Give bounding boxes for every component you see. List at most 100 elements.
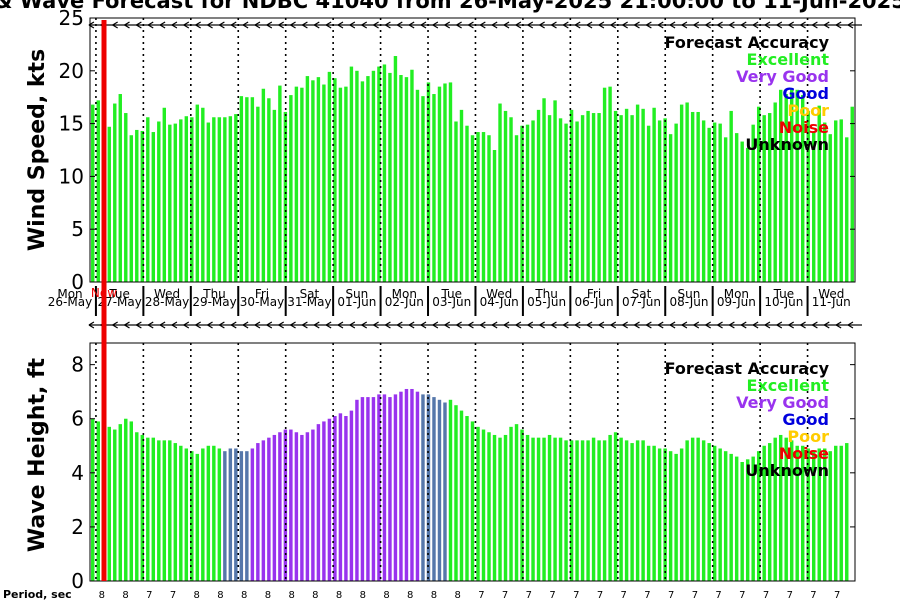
wind-arrow bbox=[278, 321, 293, 329]
period-value: 7 bbox=[597, 590, 603, 600]
wind-arrow bbox=[266, 321, 281, 329]
wind-arrow bbox=[361, 321, 376, 329]
wind-arrow bbox=[491, 321, 507, 329]
wind-arrow bbox=[847, 21, 862, 29]
wind-speed-bar bbox=[289, 95, 293, 282]
wave-height-bar bbox=[410, 388, 414, 581]
wind-speed-bar bbox=[349, 66, 354, 282]
wave-height-bar bbox=[514, 424, 519, 581]
period-value: 7 bbox=[715, 590, 721, 600]
wave-height-bar bbox=[96, 421, 100, 581]
wave-height-bar bbox=[454, 405, 458, 581]
wind-arrow bbox=[88, 21, 103, 29]
period-value: 7 bbox=[834, 590, 840, 600]
period-value: 7 bbox=[810, 590, 816, 600]
wind-arrow bbox=[776, 321, 791, 329]
wind-arrow bbox=[669, 21, 685, 29]
wind-speed-bar bbox=[767, 113, 772, 282]
day-date: 30-May bbox=[240, 295, 284, 309]
wind-speed-bar bbox=[344, 86, 348, 282]
day-of-week: Fri bbox=[255, 287, 269, 301]
day-date: 05-Jun bbox=[527, 295, 566, 309]
wave-height-bar bbox=[597, 440, 601, 581]
wind-speed-bar bbox=[685, 102, 689, 282]
wind-speed-bar bbox=[707, 127, 711, 282]
wind-arrow bbox=[812, 21, 827, 29]
day-of-week: Tue bbox=[440, 287, 462, 301]
wind-speed-bar bbox=[377, 66, 381, 282]
wind-speed-bar bbox=[503, 110, 508, 283]
wave-height-bar bbox=[801, 445, 805, 581]
day-date: 09-Jun bbox=[717, 295, 756, 309]
day-date: 06-Jun bbox=[575, 295, 614, 309]
wind-speed-bar bbox=[850, 106, 854, 282]
wind-speed-bar bbox=[812, 132, 816, 282]
wind-speed-bar bbox=[756, 106, 761, 282]
wave-height-bar bbox=[542, 437, 546, 581]
wind-speed-bar bbox=[135, 129, 139, 282]
wind-speed-bar bbox=[762, 115, 766, 283]
legend-entry: Very Good bbox=[736, 67, 829, 86]
wind-arrow bbox=[456, 21, 471, 29]
wind-speed-bar bbox=[635, 104, 640, 282]
wind-arrow bbox=[195, 321, 210, 329]
wind-speed-bar bbox=[591, 113, 596, 282]
wind-arrow bbox=[610, 321, 625, 329]
wave-height-bar bbox=[740, 462, 744, 581]
wind-speed-bar bbox=[234, 114, 238, 282]
wind-speed-bar bbox=[646, 125, 651, 283]
wave-height-bar bbox=[239, 451, 244, 581]
wind-arrow bbox=[788, 321, 803, 329]
legend-entry: Excellent bbox=[747, 50, 830, 69]
wave-height-bar bbox=[734, 456, 739, 581]
wind-speed-bar bbox=[151, 132, 155, 282]
wave-height-bar bbox=[366, 397, 370, 581]
wave-height-bar bbox=[437, 399, 442, 581]
wind-speed-ytick-label: 20 bbox=[59, 59, 84, 83]
wind-arrow bbox=[574, 321, 590, 329]
wave-height-bar bbox=[729, 453, 733, 581]
day-labels: Mon26-MayTue27-MayWed28-MayThu29-MayFri3… bbox=[48, 286, 851, 316]
day-date: 10-Jun bbox=[764, 295, 803, 309]
wind-arrow bbox=[408, 21, 424, 29]
wave-height-bar bbox=[162, 440, 167, 581]
wind-arrow bbox=[159, 321, 175, 329]
wind-arrow bbox=[195, 21, 210, 29]
wave-height-bar bbox=[817, 448, 821, 581]
wave-height-bar bbox=[657, 448, 662, 581]
wind-speed-bar bbox=[223, 117, 227, 282]
wind-arrow bbox=[764, 21, 779, 29]
wave-height-bar bbox=[701, 440, 706, 581]
wind-speed-bar bbox=[569, 109, 574, 283]
wind-arrow bbox=[349, 21, 364, 29]
wave-height-bar bbox=[531, 437, 535, 581]
wind-arrow bbox=[823, 21, 839, 29]
wave-height-bar bbox=[784, 437, 788, 581]
wind-speed-frame bbox=[89, 17, 856, 283]
period-values: 8 8 7 7 8 8 8 8 8 8 8 8 8 8 8 8 7 7 7 7 7 7 7 7 7 7 7 7 7 7 7 7 bbox=[99, 590, 841, 600]
wind-arrow bbox=[527, 21, 542, 29]
wave-height-frame bbox=[89, 342, 856, 582]
period-value: 7 bbox=[621, 590, 627, 600]
wave-height-bar bbox=[421, 394, 425, 581]
wind-speed-bar bbox=[333, 78, 337, 282]
wind-speed-bar bbox=[206, 122, 211, 282]
period-value: 8 bbox=[265, 590, 271, 600]
wind-arrow bbox=[88, 321, 103, 329]
wind-arrow bbox=[717, 321, 732, 329]
wave-height-ytick-label: 0 bbox=[71, 569, 84, 593]
wind-speed-bar bbox=[283, 111, 288, 282]
wind-arrow bbox=[551, 21, 566, 29]
wave-height-bar bbox=[481, 429, 486, 581]
wind-speed-bar bbox=[690, 111, 695, 282]
wind-speed-bar bbox=[668, 134, 673, 282]
wave-height-bar bbox=[228, 448, 233, 581]
wave-height-bar bbox=[355, 399, 359, 581]
wind-arrow bbox=[681, 321, 696, 329]
wave-height-bar bbox=[558, 437, 563, 581]
day-date: 27-May bbox=[97, 295, 141, 309]
